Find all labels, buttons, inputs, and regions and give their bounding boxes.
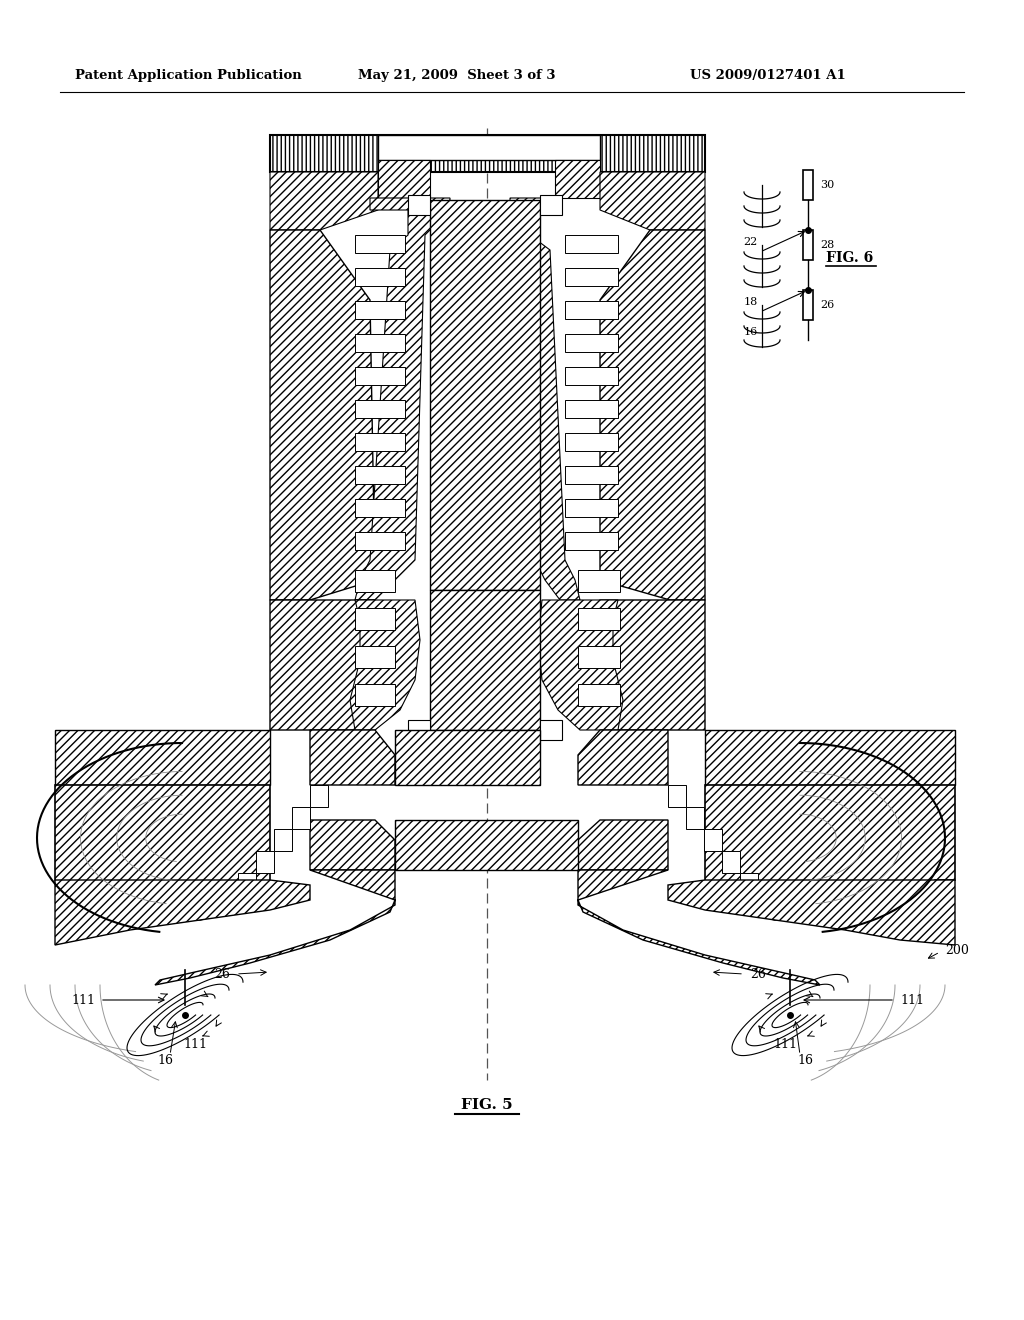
Bar [565,235,618,253]
Text: 16: 16 [743,327,758,337]
Bar [274,829,292,851]
Bar [355,570,395,591]
Bar [355,609,395,630]
Polygon shape [600,172,705,230]
Polygon shape [395,730,540,785]
Bar [803,290,813,319]
Bar [722,851,740,873]
Bar [292,807,310,829]
Bar [578,570,620,591]
Polygon shape [355,198,450,601]
Text: FIG. 6: FIG. 6 [826,251,873,265]
Bar [408,719,430,741]
Bar [555,160,600,198]
Polygon shape [55,785,270,920]
Polygon shape [668,880,955,945]
Polygon shape [538,601,623,730]
Polygon shape [600,230,705,601]
Bar [565,466,618,484]
Text: 200: 200 [945,944,969,957]
Bar [355,684,395,706]
Polygon shape [55,730,270,785]
Polygon shape [270,601,400,730]
Text: 26: 26 [214,969,230,982]
Polygon shape [705,785,955,920]
Bar [578,684,620,706]
Bar [803,230,813,260]
Bar [355,268,406,286]
Bar [355,532,406,550]
Bar [565,334,618,352]
Bar [310,785,328,807]
Text: 22: 22 [743,238,758,247]
Polygon shape [573,601,705,730]
Bar [705,829,722,851]
Polygon shape [430,201,540,590]
Text: 111: 111 [71,994,95,1006]
Polygon shape [270,230,375,601]
Bar [355,301,406,319]
Polygon shape [578,730,668,785]
Text: 111: 111 [773,1039,797,1052]
Polygon shape [55,880,310,945]
Text: Patent Application Publication: Patent Application Publication [75,69,302,82]
Bar [578,609,620,630]
Text: 111: 111 [183,1039,207,1052]
Polygon shape [705,730,955,785]
Text: 16: 16 [797,1053,813,1067]
Bar [378,160,430,198]
Bar [270,135,705,172]
Bar [565,433,618,451]
Bar [540,195,562,215]
Bar [565,268,618,286]
Bar [238,873,256,895]
Polygon shape [510,198,580,601]
Polygon shape [350,601,420,730]
Bar [565,367,618,385]
Bar [355,433,406,451]
Bar [740,873,758,895]
Text: 18: 18 [743,297,758,308]
Polygon shape [395,820,578,870]
Bar [355,400,406,418]
Bar [668,785,686,807]
Polygon shape [310,820,395,870]
Text: 26: 26 [750,969,766,982]
Text: 28: 28 [820,240,835,249]
Text: 26: 26 [820,300,835,310]
Polygon shape [155,870,395,985]
Bar [378,135,600,160]
Bar [355,645,395,668]
Polygon shape [578,820,668,870]
Bar [540,719,562,741]
Text: 30: 30 [820,180,835,190]
Bar [355,499,406,517]
Bar [355,235,406,253]
Bar [270,135,705,172]
Polygon shape [270,172,378,230]
Bar [355,334,406,352]
Text: FIG. 5: FIG. 5 [461,1098,513,1111]
Bar [355,367,406,385]
Bar [256,851,274,873]
Bar [565,532,618,550]
Bar [578,645,620,668]
Bar [565,400,618,418]
Bar [355,466,406,484]
Text: 16: 16 [157,1053,173,1067]
Polygon shape [430,590,540,730]
Text: 111: 111 [900,994,924,1006]
Polygon shape [310,730,395,785]
Bar [408,195,430,215]
Polygon shape [578,870,820,985]
Text: US 2009/0127401 A1: US 2009/0127401 A1 [690,69,846,82]
Bar [803,170,813,201]
Bar [565,499,618,517]
Text: May 21, 2009  Sheet 3 of 3: May 21, 2009 Sheet 3 of 3 [358,69,555,82]
Bar [686,807,705,829]
Bar [565,301,618,319]
